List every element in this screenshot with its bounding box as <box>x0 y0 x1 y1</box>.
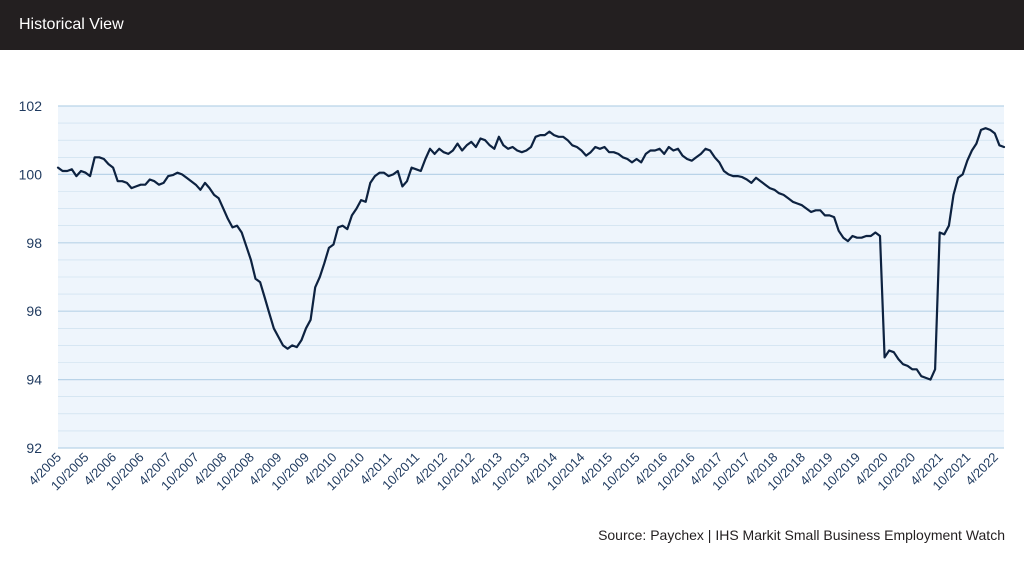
y-tick-label: 100 <box>19 166 43 182</box>
chart-header: Historical View <box>0 0 1024 50</box>
y-tick-label: 94 <box>26 372 42 388</box>
gridlines <box>58 105 1004 449</box>
y-tick-label: 102 <box>19 98 43 114</box>
series-layer <box>56 127 1006 381</box>
y-axis-tick-labels: 92 94 96 98 100 102 <box>19 98 43 456</box>
line-chart: 92 94 96 98 100 102 4/200510/20054/200610/200… <box>19 98 1006 494</box>
y-tick-label: 98 <box>26 235 42 251</box>
y-tick-label: 96 <box>26 303 42 319</box>
source-note: Source: Paychex | IHS Markit Small Busin… <box>598 527 1005 543</box>
x-axis-tick-labels: 4/200510/20054/200610/20064/200710/20074… <box>25 450 1001 494</box>
series-line <box>56 127 1006 381</box>
chart-header-title: Historical View <box>19 16 124 33</box>
y-tick-label: 92 <box>26 440 42 456</box>
